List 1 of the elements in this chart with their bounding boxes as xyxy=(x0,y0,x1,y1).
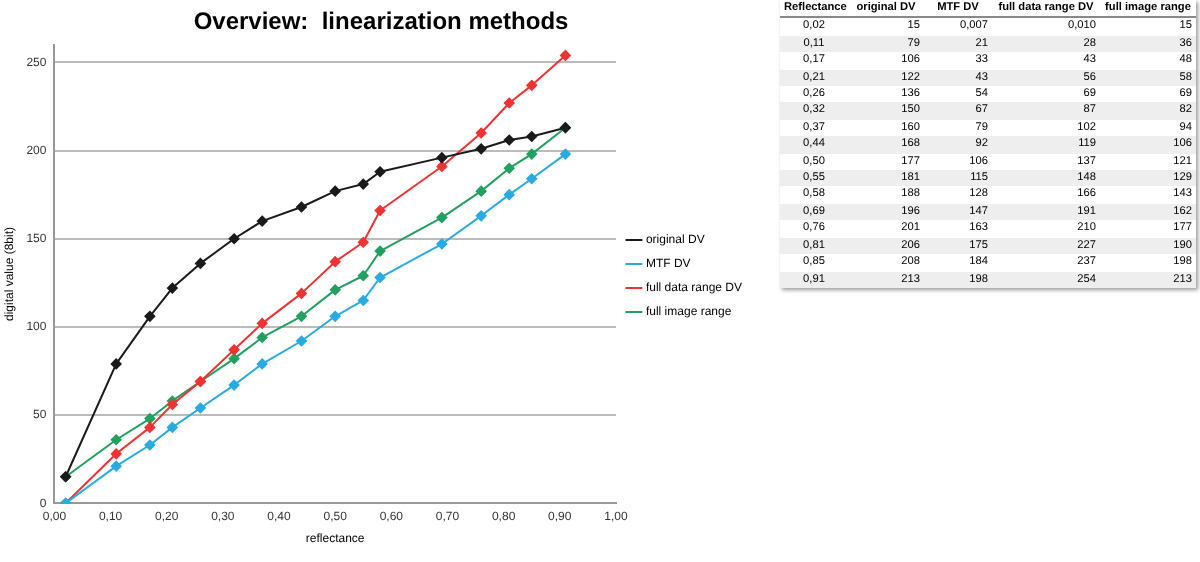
chart-title: Overview: linearization methods xyxy=(193,7,570,36)
